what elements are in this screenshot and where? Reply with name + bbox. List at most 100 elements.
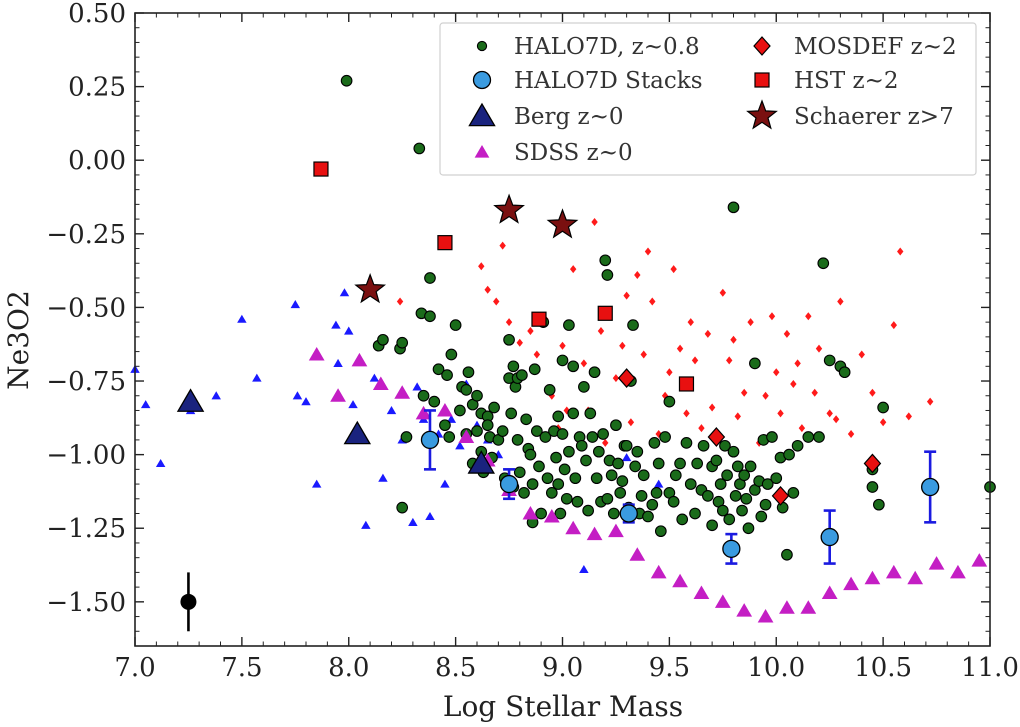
legend-box [439, 22, 977, 176]
background-red-point [832, 415, 840, 424]
background-blue-point [301, 397, 311, 406]
halo7d-point [428, 395, 441, 408]
halo7d-point [736, 504, 748, 517]
halo7d-point [528, 363, 541, 376]
background-red-point [484, 285, 491, 294]
halo7d-point [823, 354, 836, 367]
sdss-point [586, 526, 603, 541]
halo7d-point [635, 489, 648, 502]
halo7d-point [567, 407, 580, 420]
sdss-point [714, 594, 731, 608]
halo7d-point [601, 492, 614, 505]
sdss-point [757, 609, 774, 623]
halo7d-stack-point [921, 477, 940, 497]
legend-marker-stacks [472, 70, 492, 90]
sdss-point [950, 564, 966, 579]
halo7d-point [535, 507, 547, 520]
halo7d-point [714, 478, 727, 490]
sdss-point [543, 508, 560, 523]
halo7d-point [417, 389, 430, 402]
y-tick-label: −0.50 [46, 293, 126, 323]
halo7d-point [648, 437, 661, 449]
background-red-point [591, 218, 598, 227]
y-tick-label: −1.50 [46, 588, 126, 618]
halo7d-point [727, 445, 740, 458]
background-red-point [661, 391, 669, 400]
background-red-point [798, 424, 806, 433]
y-tick-label: 0.50 [68, 0, 126, 29]
sdss-point [522, 506, 539, 520]
background-red-point [811, 388, 818, 397]
halo7d-point [742, 522, 755, 535]
legend-label-schaerer: Schaerer z>7 [794, 104, 954, 130]
halo7d-point [766, 431, 778, 443]
halo7d-point [556, 428, 569, 440]
sdss-point [779, 600, 795, 614]
background-blue-point [378, 473, 388, 482]
background-red-point [926, 397, 934, 406]
background-red-point [666, 368, 673, 377]
halo7d-point [614, 487, 627, 499]
halo7d-point [530, 425, 543, 437]
background-red-point [740, 388, 748, 397]
halo7d-point [560, 492, 573, 505]
halo7d-point [654, 525, 667, 538]
halo7d-point [424, 310, 436, 323]
background-red-point [687, 318, 694, 327]
background-blue-point [211, 391, 221, 400]
background-blue-point [579, 564, 589, 574]
halo7d-point [462, 366, 475, 379]
sdss-point [351, 352, 368, 367]
background-red-point [533, 350, 541, 359]
halo7d-point [723, 513, 736, 526]
background-blue-point [408, 517, 418, 526]
background-red-point [698, 424, 705, 433]
background-blue-point [344, 326, 354, 335]
background-blue-point [155, 458, 166, 468]
sdss-point [907, 570, 924, 585]
background-red-point [569, 265, 577, 274]
x-tick-label: 11.0 [961, 653, 1019, 683]
halo7d-point [781, 548, 793, 561]
berg-point [343, 420, 372, 445]
background-red-point [858, 350, 865, 359]
legend-label-berg: Berg z~0 [514, 104, 624, 130]
berg-point [176, 388, 205, 412]
halo7d-point [680, 437, 693, 449]
halo7d-point [620, 439, 633, 452]
x-tick-label: 8.5 [435, 653, 476, 683]
halo7d-point [616, 475, 629, 487]
background-red-point [623, 291, 630, 300]
x-tick-label: 9.5 [649, 653, 690, 683]
background-red-point [897, 247, 904, 256]
background-red-point [396, 297, 404, 306]
x-tick-label: 8.0 [328, 653, 369, 683]
halo7d-point [759, 498, 772, 511]
sdss-point [565, 520, 582, 535]
halo7d-point [684, 478, 697, 490]
y-tick-label: −0.25 [46, 220, 126, 250]
background-red-point [869, 388, 876, 397]
hst-point [531, 311, 547, 327]
y-tick-label: 0.00 [68, 146, 126, 176]
background-blue-point [311, 479, 322, 488]
background-red-point [879, 418, 887, 427]
halo7d-point [697, 439, 710, 452]
background-red-point [768, 312, 776, 321]
halo7d-stack-point [722, 539, 741, 558]
background-blue-point [621, 453, 632, 462]
halo7d-point [627, 319, 639, 331]
sdss-point [928, 556, 945, 570]
halo7d-point [663, 395, 676, 408]
halo7d-point [578, 381, 590, 393]
halo7d-point [460, 384, 473, 396]
halo7d-point [441, 369, 453, 381]
sdss-point [971, 553, 988, 567]
sdss-point [372, 376, 389, 390]
legend-label-mosdef: MOSDEF z~2 [794, 34, 957, 60]
berg-point [467, 450, 496, 474]
halo7d-point [377, 333, 389, 346]
background-blue-point [339, 288, 350, 297]
legend-marker-hst [754, 72, 770, 88]
halo7d-point [629, 460, 642, 473]
